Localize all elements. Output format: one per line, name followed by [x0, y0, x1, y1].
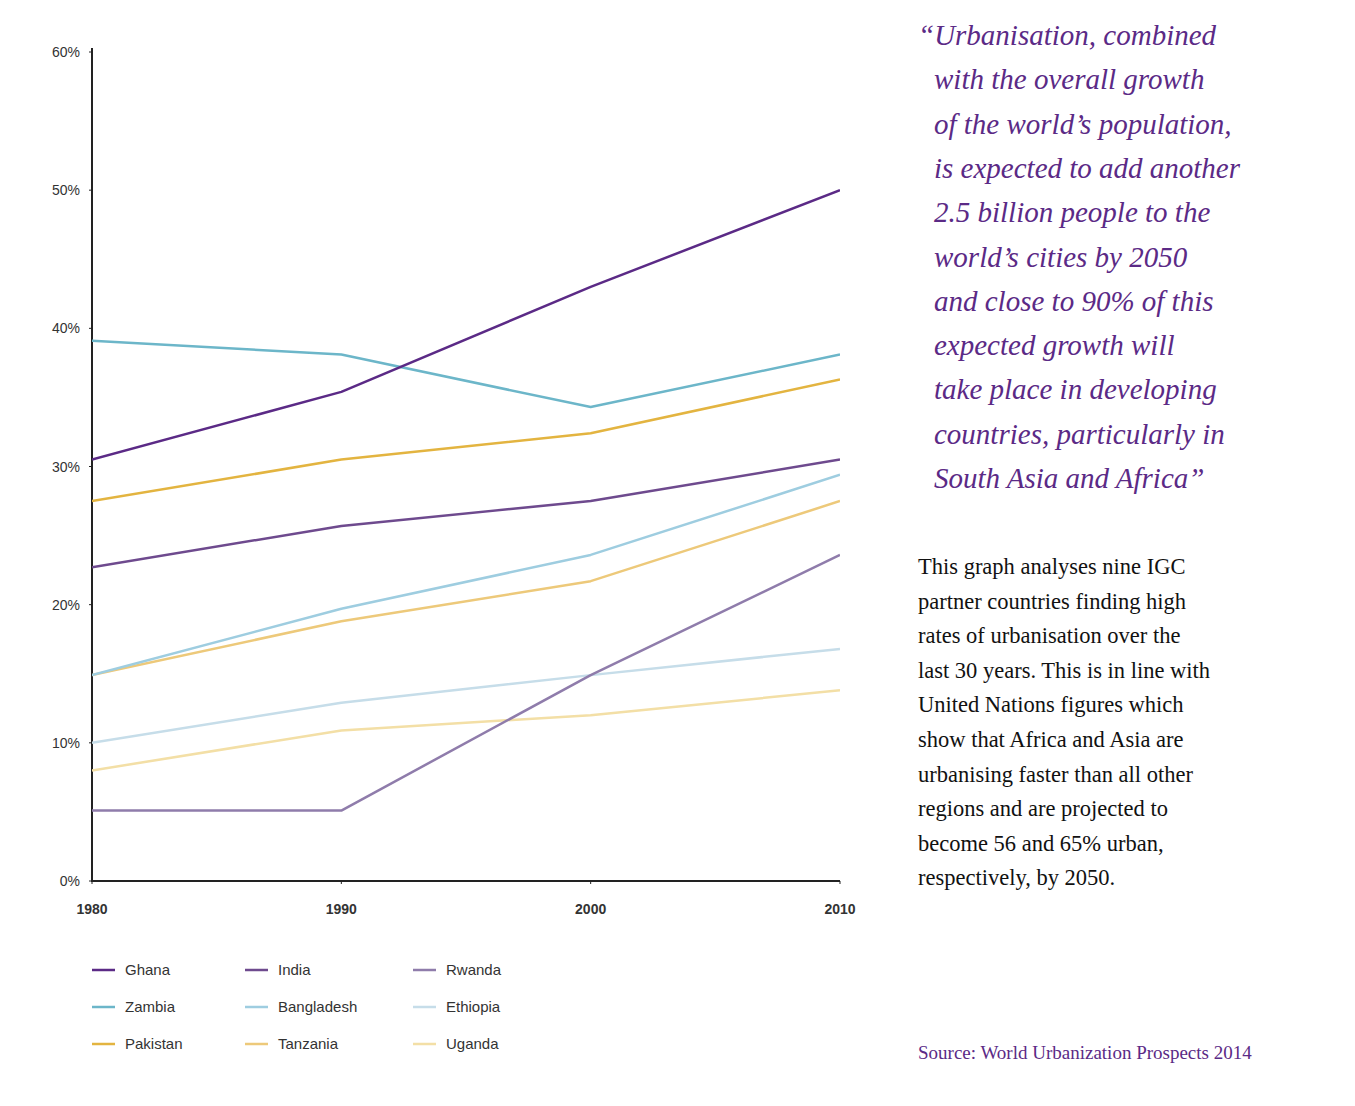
source: Source: World Urbanization Prospects 201… — [918, 1042, 1252, 1063]
legend-swatch — [245, 1006, 268, 1009]
x-tick — [590, 881, 591, 884]
y-tick-label: 30% — [52, 459, 80, 475]
description-line: respectively, by 2050. — [918, 865, 1115, 890]
series-line — [92, 190, 840, 459]
y-tick — [89, 604, 92, 605]
legend-label: Pakistan — [125, 1035, 183, 1052]
quote-line: 2.5 billion people to the — [934, 196, 1210, 228]
legend-label: Uganda — [446, 1035, 499, 1052]
x-tick — [92, 881, 93, 884]
y-tick-label: 0% — [60, 873, 80, 889]
series-line — [92, 555, 840, 811]
quote-line: of the world’s population, — [934, 108, 1232, 140]
chart: 0% 10% 20% 30% 40% 50% 60% 1980 1990 2000 2010 Ghan… — [0, 0, 1355, 1106]
y-tick-label: 20% — [52, 597, 80, 613]
plot-lines — [92, 190, 840, 810]
y-tick-label: 60% — [52, 44, 80, 60]
legend-label: Zambia — [125, 998, 176, 1015]
series-line — [92, 341, 840, 407]
legend-label: Ghana — [125, 961, 171, 978]
legend-label: Bangladesh — [278, 998, 357, 1015]
y-tick-label: 50% — [52, 182, 80, 198]
description-line: urbanising faster than all other — [918, 762, 1193, 787]
description-line: rates of urbanisation over the — [918, 623, 1180, 648]
description-line: United Nations figures which — [918, 692, 1184, 717]
description-line: become 56 and 65% urban, — [918, 831, 1164, 856]
y-tick — [89, 742, 92, 743]
legend-swatch — [92, 1043, 115, 1046]
series-line — [92, 460, 840, 568]
series-line — [92, 475, 840, 675]
legend-label: Rwanda — [446, 961, 502, 978]
description-line: This graph analyses nine IGC — [918, 554, 1185, 579]
quote-line: take place in developing — [934, 373, 1217, 405]
series-line — [92, 649, 840, 743]
description-line: last 30 years. This is in line with — [918, 658, 1210, 683]
y-tick — [89, 52, 92, 53]
series-line — [92, 379, 840, 501]
description-line: partner countries finding high — [918, 589, 1186, 614]
legend-swatch — [413, 969, 436, 972]
y-axis — [91, 48, 93, 882]
description-line: show that Africa and Asia are — [918, 727, 1184, 752]
quote-line: expected growth will — [934, 329, 1175, 361]
y-tick — [89, 466, 92, 467]
x-tick-label: 1980 — [76, 901, 107, 917]
legend-swatch — [413, 1006, 436, 1009]
y-tick-label: 10% — [52, 735, 80, 751]
legend-swatch — [92, 969, 115, 972]
x-tick — [341, 881, 342, 884]
quote-line: countries, particularly in — [934, 418, 1225, 450]
quote-line: is expected to add another — [934, 152, 1241, 184]
legend-swatch — [245, 1043, 268, 1046]
x-tick-label: 2000 — [575, 901, 606, 917]
legend-swatch — [413, 1043, 436, 1046]
legend-label: India — [278, 961, 311, 978]
legend-label: Ethiopia — [446, 998, 501, 1015]
x-tick-label: 2010 — [824, 901, 855, 917]
quote-line: world’s cities by 2050 — [934, 241, 1188, 273]
series-line — [92, 690, 840, 770]
quote-line: “Urbanisation, combined — [918, 19, 1217, 51]
quote-line: with the overall growth — [934, 63, 1204, 95]
x-tick — [840, 881, 841, 884]
x-tick-label: 1990 — [326, 901, 357, 917]
quote-line: and close to 90% of this — [934, 285, 1214, 317]
quote-line: South Asia and Africa” — [934, 462, 1204, 494]
legend-swatch — [92, 1006, 115, 1009]
legend-swatch — [245, 969, 268, 972]
series-line — [92, 501, 840, 675]
y-tick — [89, 328, 92, 329]
y-tick-label: 40% — [52, 320, 80, 336]
y-tick — [89, 190, 92, 191]
description-line: regions and are projected to — [918, 796, 1168, 821]
x-axis — [91, 880, 840, 882]
legend-label: Tanzania — [278, 1035, 339, 1052]
